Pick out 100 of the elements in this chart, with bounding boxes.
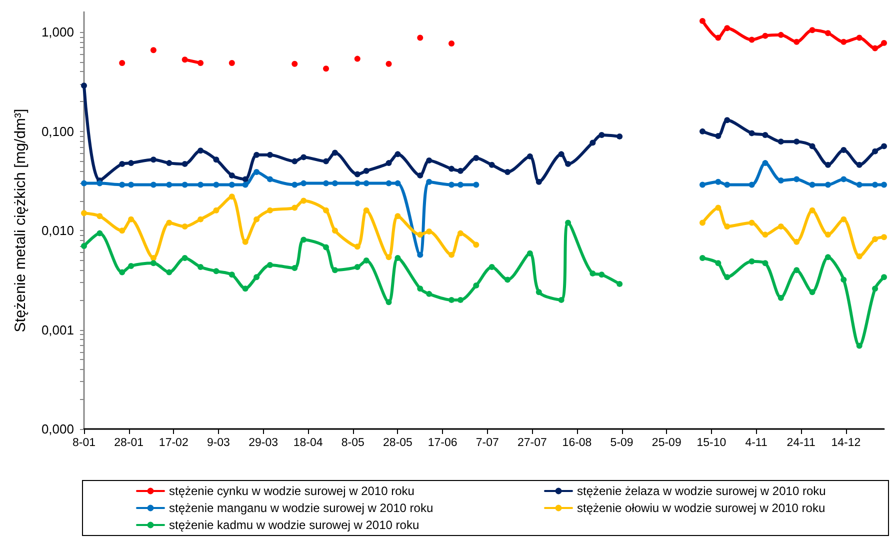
- x-tick-label: 18-04: [293, 437, 324, 449]
- x-tick-label: 25-09: [652, 437, 682, 449]
- point: [872, 148, 878, 154]
- point: [824, 182, 831, 188]
- point: [536, 289, 542, 296]
- point: [824, 254, 831, 260]
- point: [448, 166, 455, 172]
- point: [267, 176, 273, 182]
- point: [565, 160, 572, 167]
- point: [448, 296, 455, 303]
- point: [457, 168, 464, 174]
- point: [526, 153, 533, 160]
- point: [856, 34, 862, 41]
- point: [473, 182, 480, 188]
- point: [228, 60, 235, 66]
- point: [748, 36, 755, 43]
- point: [856, 253, 862, 260]
- point: [598, 272, 605, 278]
- point: [724, 224, 730, 230]
- point: [715, 260, 722, 266]
- point: [762, 132, 768, 138]
- point: [473, 154, 480, 161]
- point: [394, 151, 401, 158]
- point: [715, 178, 722, 185]
- point: [228, 272, 235, 278]
- point: [426, 157, 432, 164]
- point: [488, 162, 495, 168]
- point: [292, 182, 298, 188]
- point: [198, 182, 204, 188]
- y-axis-title: Stężenie metali ciężkich [mg/dm³]: [12, 108, 29, 332]
- point: [824, 232, 831, 238]
- point: [213, 268, 220, 274]
- point: [213, 207, 220, 214]
- point: [616, 280, 623, 287]
- point: [699, 254, 706, 261]
- point: [748, 220, 755, 226]
- point: [616, 133, 623, 140]
- point: [778, 294, 784, 301]
- point: [809, 182, 816, 188]
- point: [809, 27, 816, 34]
- point: [354, 56, 360, 62]
- legend-label: stężenie cynku w wodzie surowej w 2010 roku: [169, 484, 414, 498]
- point: [198, 60, 204, 66]
- point: [881, 182, 887, 188]
- point: [292, 204, 298, 211]
- point: [809, 143, 816, 150]
- x-tick-label: 29-03: [248, 437, 278, 449]
- point: [323, 244, 330, 250]
- point: [292, 264, 298, 271]
- point: [840, 276, 847, 283]
- x-tick-label: 7-07: [476, 437, 499, 449]
- point: [724, 25, 730, 32]
- point: [363, 168, 370, 174]
- x-tick-label: 8-05: [341, 437, 364, 449]
- point: [300, 198, 307, 204]
- point: [748, 130, 755, 136]
- point: [213, 156, 220, 163]
- point: [332, 180, 338, 186]
- y-tick-label: 0,010: [41, 223, 74, 238]
- point: [354, 171, 360, 178]
- y-tick-label: 1,000: [41, 24, 74, 40]
- y-tick-label: 0,000: [41, 422, 74, 436]
- point: [794, 238, 800, 245]
- point: [228, 194, 235, 200]
- point: [778, 32, 784, 38]
- point: [254, 152, 260, 158]
- point: [332, 267, 338, 274]
- point: [872, 45, 878, 52]
- point: [323, 207, 330, 214]
- point: [363, 207, 370, 214]
- point: [778, 224, 784, 230]
- point: [724, 274, 730, 280]
- point: [228, 182, 235, 188]
- point: [363, 180, 370, 186]
- point: [590, 270, 596, 276]
- point: [724, 182, 730, 188]
- point: [267, 207, 273, 214]
- point: [354, 180, 360, 186]
- point: [778, 138, 784, 145]
- x-tick-label: 27-07: [517, 437, 547, 449]
- point: [332, 150, 338, 156]
- point: [881, 143, 887, 150]
- x-tick-label: 4-11: [745, 437, 768, 449]
- point: [748, 258, 755, 264]
- point: [242, 182, 248, 188]
- point: [699, 128, 706, 134]
- point: [699, 220, 706, 226]
- point: [242, 238, 248, 245]
- point: [417, 286, 424, 292]
- point: [794, 176, 800, 182]
- point: [536, 178, 542, 185]
- y-tick-label: 0,001: [41, 322, 74, 338]
- point: [840, 38, 847, 45]
- point: [386, 299, 392, 306]
- point: [598, 132, 605, 138]
- point: [715, 132, 722, 139]
- point: [809, 289, 816, 296]
- point: [363, 257, 370, 264]
- point: [228, 172, 235, 178]
- point: [386, 160, 392, 166]
